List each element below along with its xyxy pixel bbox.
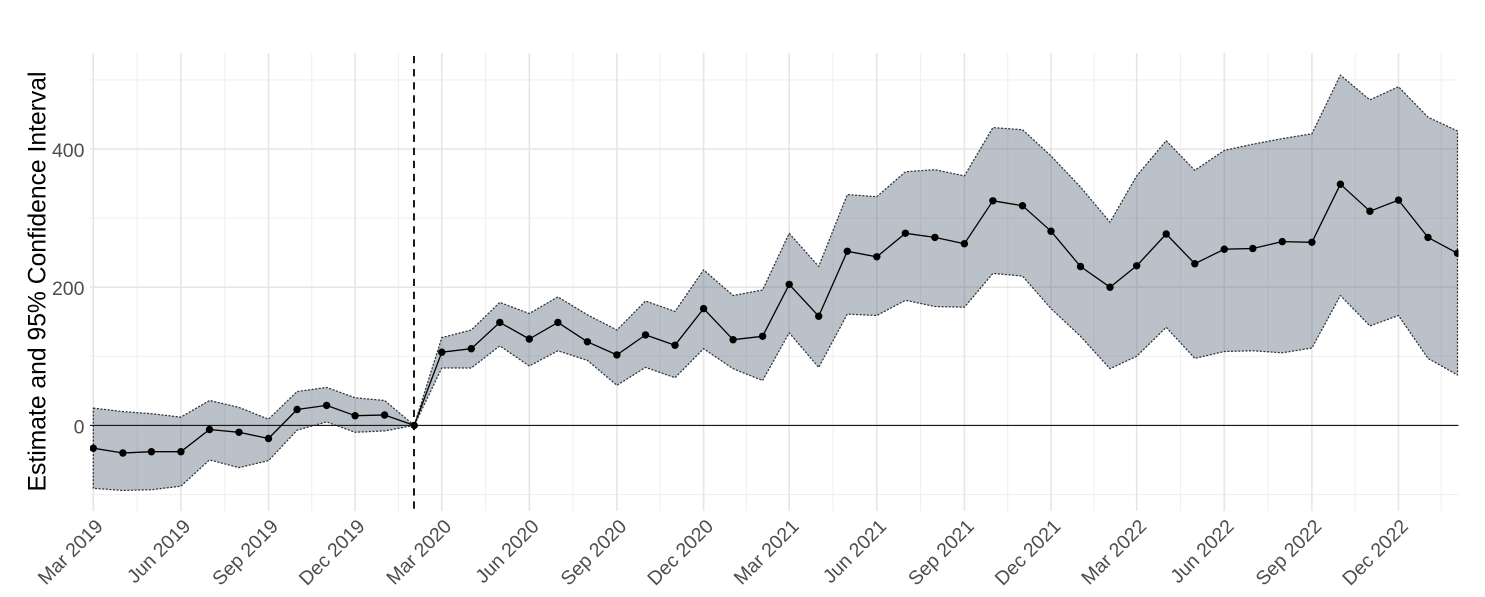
svg-text:200: 200 [52,278,85,300]
svg-text:Estimate and 95% Confidence In: Estimate and 95% Confidence Interval [25,72,52,492]
svg-text:0: 0 [74,416,85,438]
svg-text:400: 400 [52,140,85,162]
